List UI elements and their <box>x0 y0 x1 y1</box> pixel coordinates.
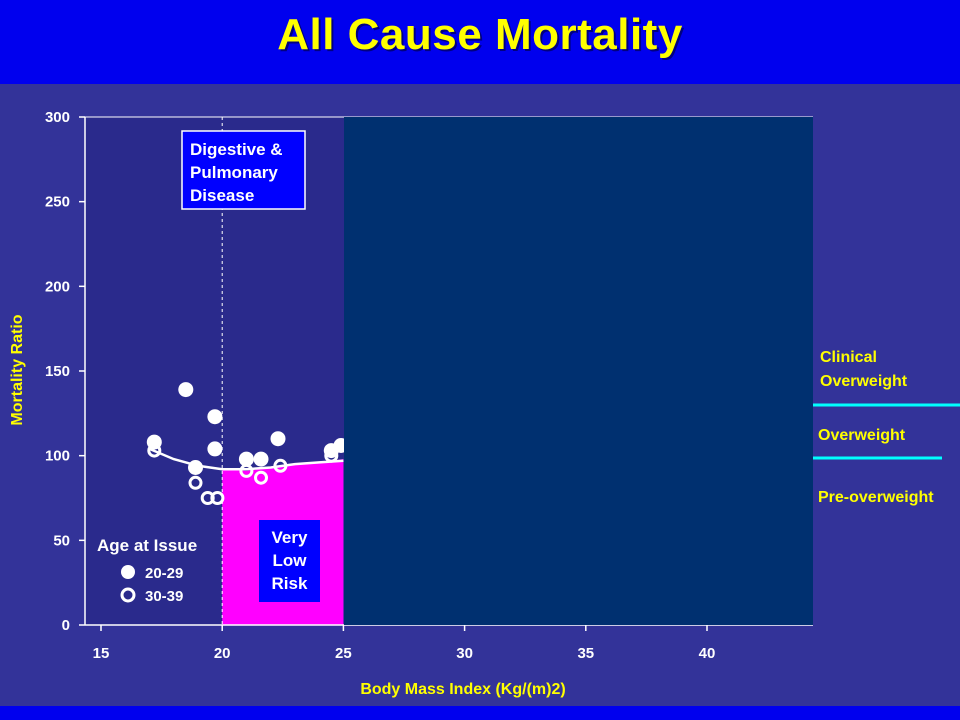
zone-overweight: Overweight <box>818 427 906 444</box>
digestive-disease-box <box>181 130 306 210</box>
x-tick-label: 40 <box>699 645 716 662</box>
title-bar: All Cause Mortality <box>0 0 960 84</box>
point-20-29-3 <box>207 409 223 425</box>
zone-pre-overweight: Pre-overweight <box>818 489 934 506</box>
bottom-strip <box>0 706 960 720</box>
x-tick-label: 15 <box>93 645 110 662</box>
point-30-39-5 <box>254 470 268 485</box>
legend-title: Age at Issue <box>97 536 197 555</box>
point-20-29-1 <box>178 382 194 398</box>
point-30-39-4 <box>239 463 254 478</box>
point-20-29-6 <box>253 451 269 467</box>
y-tick-label: 100 <box>45 448 70 465</box>
zone-clinical-line-1: Clinical <box>820 349 877 366</box>
cover-panel <box>344 117 813 625</box>
legend-label-20-29: 20-29 <box>145 565 183 582</box>
y-axis-label: Mortality Ratio <box>9 314 26 425</box>
y-tick-label: 200 <box>45 278 70 295</box>
x-tick-label: 25 <box>335 645 352 662</box>
point-20-29-5 <box>238 451 254 467</box>
point-30-39-0 <box>147 443 162 458</box>
risk-line-2: Low <box>273 551 308 570</box>
y-tick-label: 300 <box>45 109 70 126</box>
point-30-39-1 <box>188 475 203 490</box>
y-tick-label: 0 <box>62 617 70 634</box>
y-tick-label: 150 <box>45 363 70 380</box>
x-tick-label: 20 <box>214 645 231 662</box>
x-tick-label: 35 <box>577 645 594 662</box>
zone-clinical-line-2: Overweight <box>820 373 908 390</box>
point-30-39-7 <box>324 448 339 463</box>
point-20-29-7 <box>270 431 286 447</box>
y-tick-label: 50 <box>53 532 70 549</box>
risk-line-1: Very <box>272 528 308 547</box>
digestive-line-1: Digestive & <box>190 140 283 159</box>
point-30-39-3 <box>210 491 225 505</box>
trend-line <box>149 447 344 471</box>
x-axis-label: Body Mass Index (Kg/(m)2) <box>360 681 565 698</box>
x-tick-label: 30 <box>456 645 473 662</box>
point-30-39-6 <box>273 458 288 473</box>
legend-marker-open <box>120 587 136 603</box>
risk-line-3: Risk <box>272 574 308 593</box>
slide-title: All Cause Mortality <box>277 10 683 59</box>
point-20-29-4 <box>207 441 223 457</box>
y-tick-label: 250 <box>45 194 70 211</box>
legend-label-30-39: 30-39 <box>145 588 183 605</box>
very-low-risk-box <box>259 520 320 602</box>
digestive-line-3: Disease <box>190 186 254 205</box>
point-20-29-2 <box>188 460 203 475</box>
legend-marker-filled <box>121 565 135 579</box>
digestive-line-2: Pulmonary <box>190 163 278 182</box>
